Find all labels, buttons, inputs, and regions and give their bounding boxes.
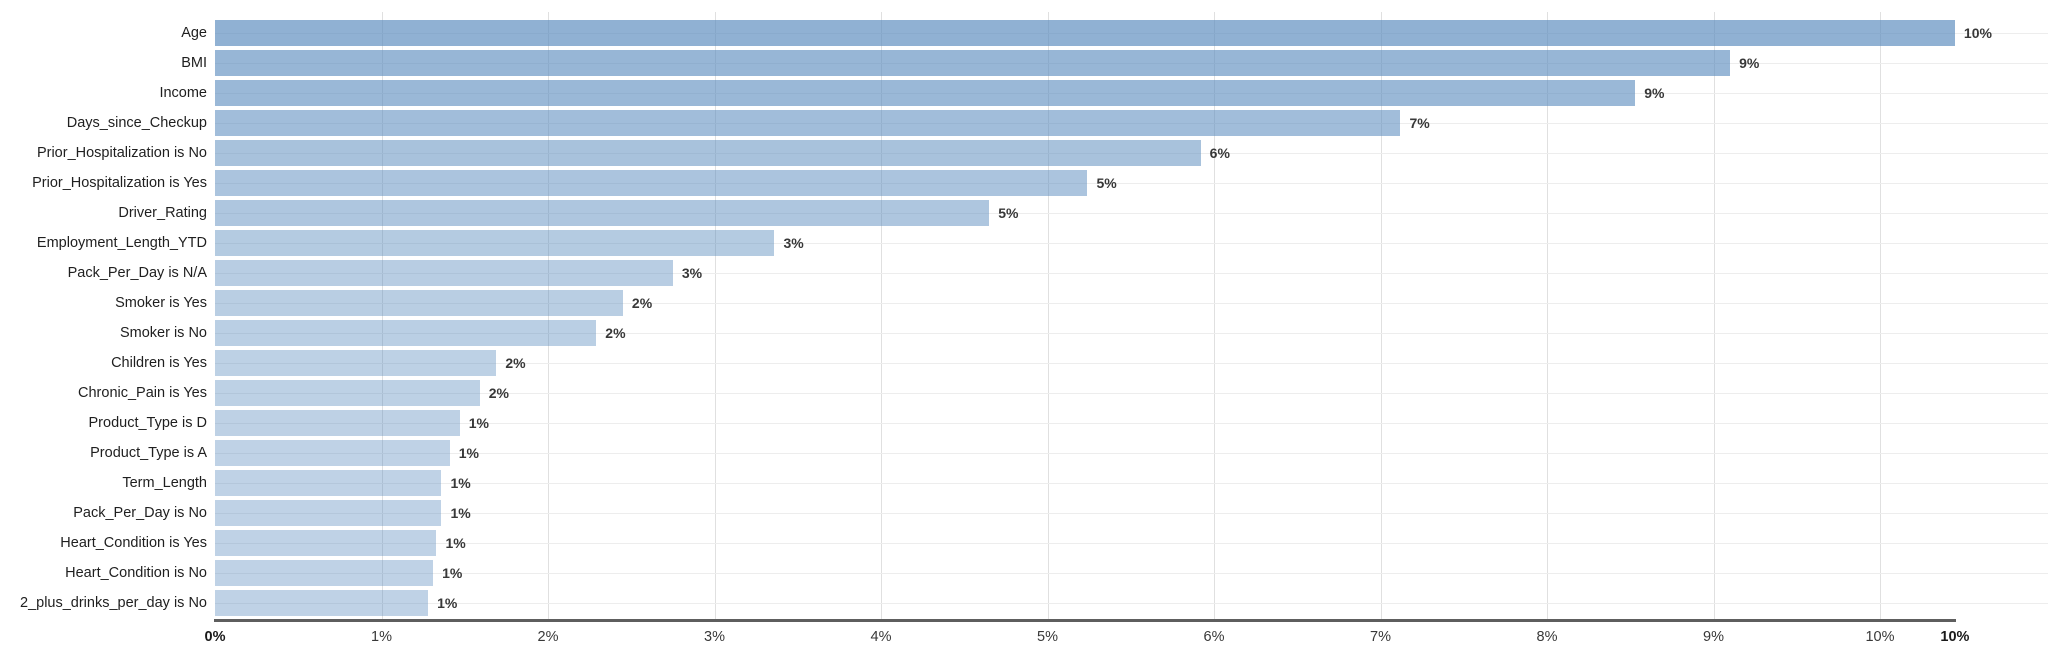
category-label: BMI [181,55,207,71]
x-tick-label: 0% [204,629,226,645]
x-tick-label: 1% [371,629,392,645]
category-label: Heart_Condition is No [65,565,207,581]
x-gridline [548,12,549,619]
bar-value-label: 5% [1096,175,1117,191]
row-gridline [215,483,2048,484]
bar[interactable] [215,140,1201,166]
row-gridline [215,573,2048,574]
x-gridline [881,12,882,619]
bar-value-label: 7% [1409,115,1430,131]
bar-value-label: 1% [450,505,471,521]
category-label: Heart_Condition is Yes [60,535,207,551]
x-tick-label: 7% [1370,629,1391,645]
bar-value-label: 1% [450,475,471,491]
category-label: Children is Yes [111,355,207,371]
category-label: Product_Type is A [90,445,207,461]
category-label: Pack_Per_Day is N/A [67,265,207,281]
row-gridline [215,603,2048,604]
category-label: Income [159,85,207,101]
bar-value-label: 5% [998,205,1019,221]
bar-value-label: 2% [488,385,509,401]
bar[interactable] [215,380,480,406]
row-gridline [215,183,2048,184]
category-label: Pack_Per_Day is No [73,505,207,521]
bar[interactable] [215,560,434,586]
x-tick-label: 2% [537,629,559,645]
bar-value-label: 9% [1739,55,1760,71]
bar[interactable] [215,350,497,376]
category-label: Smoker is Yes [115,295,207,311]
category-label: Term_Length [122,475,207,491]
row-gridline [215,423,2048,424]
row-gridline [215,303,2048,304]
bar-value-label: 1% [442,565,463,581]
bar-value-label: 2% [505,355,526,371]
category-label: Employment_Length_YTD [36,235,207,251]
row-gridline [215,273,2048,274]
category-label: Days_since_Checkup [66,115,207,131]
x-gridline [1713,12,1715,619]
bar[interactable] [215,170,1088,196]
bar[interactable] [215,320,597,346]
bar-value-label: 1% [437,595,458,611]
category-label: Prior_Hospitalization is No [36,145,207,161]
bar-value-label: 1% [458,445,479,461]
bar[interactable] [215,440,450,466]
row-gridline [215,363,2048,364]
bar[interactable] [215,230,775,256]
bar-value-label: 9% [1644,85,1665,101]
row-gridline [215,393,2048,394]
category-label: Product_Type is D [88,415,207,431]
category-label: Smoker is No [119,325,207,341]
x-gridline [1047,12,1049,619]
bar[interactable] [215,20,1955,46]
x-gridline [1880,12,1881,619]
bar[interactable] [215,50,1731,76]
row-gridline [215,543,2048,544]
row-gridline [215,453,2048,454]
bar[interactable] [215,290,623,316]
category-label: Age [181,25,207,41]
bar[interactable] [215,470,442,496]
bar-value-label: 1% [468,415,489,431]
bar-value-label: 10% [1963,25,1992,41]
x-tick-label: 4% [870,629,892,645]
bar[interactable] [215,200,990,226]
bar[interactable] [215,110,1401,136]
x-tick-label: 5% [1037,629,1058,645]
x-axis-end-label: 10% [1940,629,1970,645]
x-gridline [381,12,383,619]
row-gridline [215,243,2048,244]
x-gridline [1214,12,1215,619]
x-tick-label: 3% [704,629,725,645]
x-tick-label: 6% [1203,629,1225,645]
row-gridline [215,213,2048,214]
bar-value-label: 2% [605,325,626,341]
x-gridline [1380,12,1382,619]
row-gridline [215,513,2048,514]
bar-value-label: 3% [783,235,804,251]
x-tick-label: 10% [1865,629,1895,645]
bar[interactable] [215,80,1636,106]
x-gridline [1547,12,1548,619]
x-axis-line [214,619,1956,622]
bar-value-label: 1% [445,535,466,551]
category-label: Chronic_Pain is Yes [78,385,207,401]
category-label: Prior_Hospitalization is Yes [32,175,207,191]
bar-value-label: 2% [631,295,653,311]
x-gridline [714,12,716,619]
bar[interactable] [215,500,442,526]
bar[interactable] [215,410,460,436]
bar-value-label: 3% [681,265,703,281]
category-label: 2_plus_drinks_per_day is No [20,595,207,611]
bar-value-label: 6% [1209,145,1230,161]
x-tick-label: 8% [1536,629,1558,645]
bar[interactable] [215,590,429,616]
bar[interactable] [215,530,437,556]
row-gridline [215,333,2048,334]
bar[interactable] [215,260,673,286]
category-label: Driver_Rating [118,205,207,221]
x-tick-label: 9% [1703,629,1724,645]
